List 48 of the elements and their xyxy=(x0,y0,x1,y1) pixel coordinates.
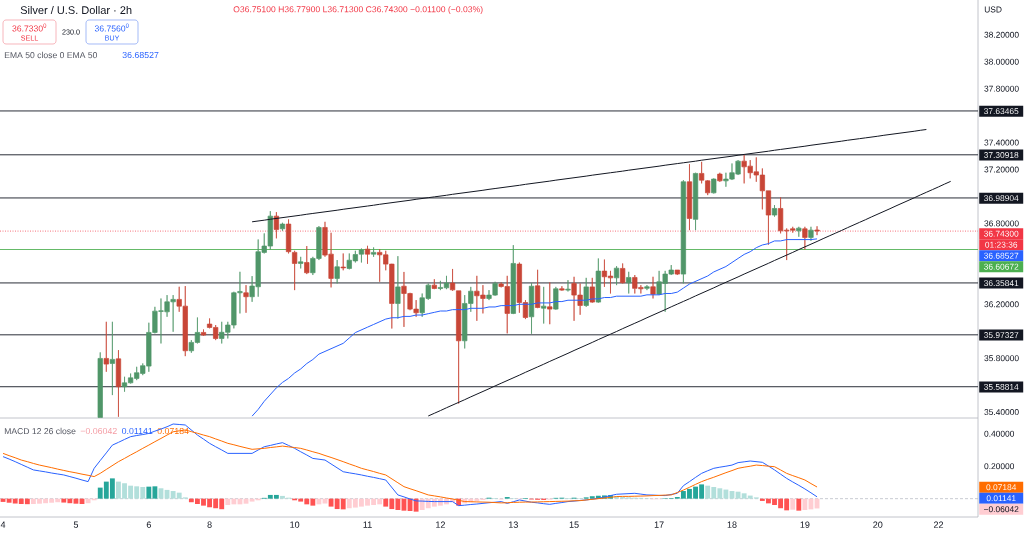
y-tick-label: 0.40000 xyxy=(984,430,1015,437)
x-tick-label: 10 xyxy=(290,521,300,528)
x-tick-label: 22 xyxy=(933,521,944,528)
x-tick-label: 13 xyxy=(508,521,518,528)
annotation: EMA 50 close 0 EMA 50 xyxy=(4,51,98,59)
x-tick-label: 12 xyxy=(436,521,445,528)
y-tick-label: 37.80000 xyxy=(984,85,1019,92)
x-tick-label: 8 xyxy=(207,521,212,528)
text: USD xyxy=(984,6,1002,13)
annotation: −0.06042 xyxy=(80,427,117,435)
ref-line-label: 36.74300 xyxy=(984,230,1019,237)
text: MACD 12 26 close xyxy=(4,427,76,435)
text: 36.68527 xyxy=(984,252,1019,259)
y-tick-label: 38.00000 xyxy=(984,58,1019,65)
ref-line-label: 37.63465 xyxy=(984,108,1019,115)
x-tick-label: 20 xyxy=(873,521,883,528)
annotation: 0.01141 xyxy=(121,427,153,435)
x-tick-label: 6 xyxy=(146,521,151,528)
x-tick-label: 19 xyxy=(800,521,810,528)
chart-title: Silver / U.S. Dollar · 2h xyxy=(20,5,132,15)
ref-line-label: 36.98904 xyxy=(984,195,1019,202)
x-tick-label: 15 xyxy=(569,521,579,528)
y-tick-label: 35.80000 xyxy=(984,355,1019,362)
x-tick-label: 11 xyxy=(363,521,372,528)
x-tick-label: 18 xyxy=(727,521,737,528)
x-tick-label: 4 xyxy=(0,521,6,528)
y-tick-label: 36.20000 xyxy=(984,301,1019,308)
annotation: O36.75100 H36.77900 L36.71300 C36.74300 −0.01100 (−0.03%) xyxy=(233,5,483,14)
text: 0.07184 xyxy=(986,484,1017,491)
ref-line-label: 37.30918 xyxy=(984,152,1019,158)
ref-line-label: 35.97327 xyxy=(984,332,1019,338)
x-tick-label: 17 xyxy=(654,521,664,528)
y-tick-label: 0.20000 xyxy=(984,463,1015,470)
ref-line-label: 36.60672 xyxy=(984,263,1019,270)
y-tick-label: 37.20000 xyxy=(984,166,1019,173)
x-tick-label: 5 xyxy=(73,521,79,528)
y-tick-label: 37.40000 xyxy=(984,139,1019,146)
text: 0.01141 xyxy=(986,495,1016,502)
text: −0.06042 xyxy=(984,506,1019,513)
y-tick-label: 36.80000 xyxy=(984,220,1019,227)
annotation: 36.68527 xyxy=(122,51,159,59)
y-tick-label: 35.40000 xyxy=(984,409,1019,416)
annotation: 36.7560$^{0}$ xyxy=(94,23,129,32)
ref-line-label: 36.35841 xyxy=(984,280,1019,287)
y-tick-label: 38.20000 xyxy=(984,31,1019,38)
ref-line-label: 35.58814 xyxy=(984,383,1019,390)
annotation: 36.7330$^{0}$ xyxy=(12,23,47,32)
text: 01:23:36 xyxy=(985,241,1018,248)
